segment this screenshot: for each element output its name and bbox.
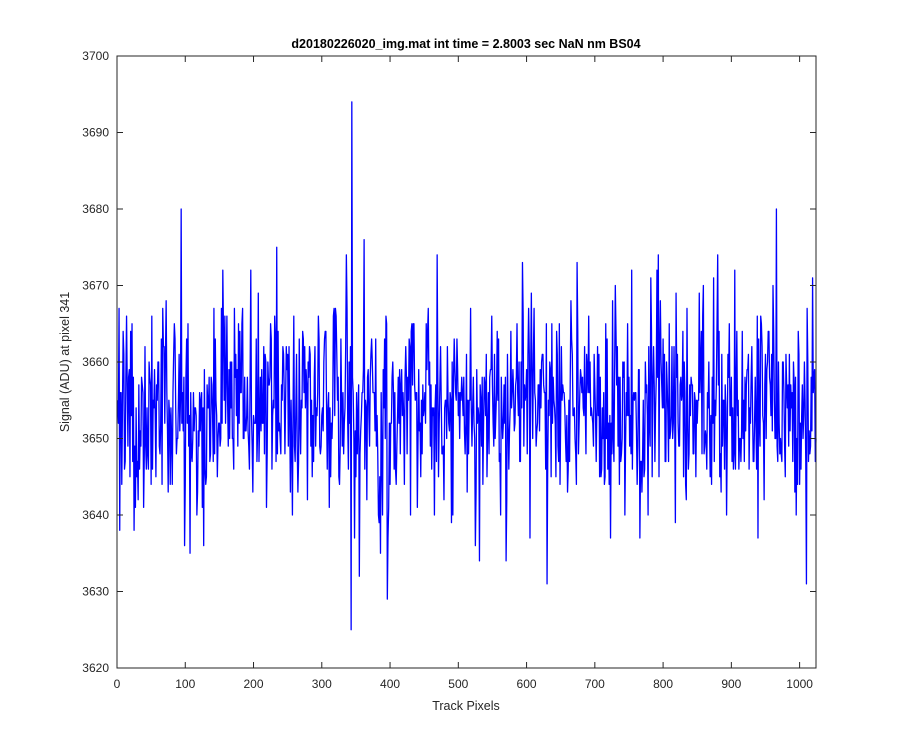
series-layer — [117, 101, 817, 631]
x-tick-label: 600 — [517, 677, 537, 691]
x-tick-label: 900 — [721, 677, 741, 691]
y-tick-label: 3700 — [82, 49, 109, 63]
x-tick-label: 1000 — [786, 677, 813, 691]
x-tick-label: 700 — [585, 677, 605, 691]
y-tick-label: 3660 — [82, 355, 109, 369]
x-tick-label: 100 — [175, 677, 195, 691]
x-tick-label: 300 — [312, 677, 332, 691]
y-tick-label: 3630 — [82, 585, 109, 599]
y-tick-label: 3620 — [82, 661, 109, 675]
y-tick-label: 3690 — [82, 126, 109, 140]
y-tick-label: 3670 — [82, 279, 109, 293]
x-tick-label: 400 — [380, 677, 400, 691]
y-axis-label: Signal (ADU) at pixel 341 — [58, 292, 72, 432]
x-axis: 0 100 200 300 400 500 600 700 800 900 1000 — [114, 56, 813, 691]
chart-title: d20180226020_img.mat int time = 2.8003 s… — [291, 37, 640, 51]
y-tick-label: 3650 — [82, 432, 109, 446]
x-tick-label: 200 — [244, 677, 264, 691]
x-tick-label: 800 — [653, 677, 673, 691]
series-line — [117, 101, 817, 631]
x-axis-label: Track Pixels — [432, 699, 500, 713]
x-tick-label: 0 — [114, 677, 121, 691]
y-tick-label: 3640 — [82, 508, 109, 522]
y-axis: 3620 3630 3640 3650 3660 3670 3680 3690 3700 — [82, 49, 816, 675]
x-tick-label: 500 — [448, 677, 468, 691]
y-tick-label: 3680 — [82, 202, 109, 216]
